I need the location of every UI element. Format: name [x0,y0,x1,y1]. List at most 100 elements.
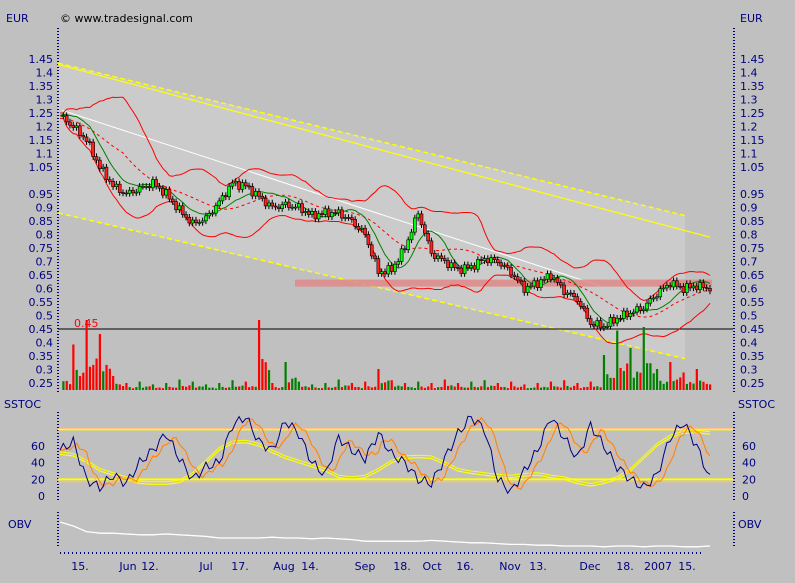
x-axis-tick [72,552,73,554]
right-price-axis [733,130,735,131]
x-axis-tick [500,552,501,554]
volume-bar [314,387,317,390]
right-price-axis [733,115,735,116]
x-axis-tick [376,552,377,554]
right-obv-axis [733,539,735,540]
x-axis-tick [64,552,65,554]
right-stoch-axis [733,445,735,446]
right-price-axis [733,211,735,212]
volume-bar [629,348,632,390]
volume-bar [340,387,344,390]
right-stoch-axis [733,499,735,500]
left-obv-axis [57,530,59,531]
left-price-axis [57,346,59,347]
volume-bar [705,383,708,390]
candle-body [655,296,659,299]
volume-bar [248,387,251,390]
x-axis-tick [324,552,325,554]
volume-bar [582,387,586,390]
volume-bar [191,381,194,390]
right-price-axis [733,295,735,296]
candle-body [509,266,513,276]
candle-body [114,183,119,187]
left-price-axis [57,259,59,260]
x-axis-tick [220,552,221,554]
right-price-axis [733,82,735,83]
candle-body [688,283,692,289]
x-tick-label: Oct [422,560,442,573]
right-price-axis [733,253,735,254]
candle-body [270,202,275,207]
right-price-axis [733,190,735,191]
candle-body [227,185,231,198]
x-axis-tick [488,552,489,554]
candle-body [519,279,523,282]
price-tick-label-right: 0.8 [740,229,758,242]
volume-bar [204,384,208,390]
price-tick-label-left: 1.05 [29,161,54,174]
volume-bar [297,381,300,390]
volume-bar [317,388,320,390]
right-price-axis [733,289,735,290]
right-stoch-axis [733,457,735,458]
volume-bar [115,383,118,390]
x-axis-tick [536,552,537,554]
x-axis-tick [92,552,93,554]
right-stoch-axis [733,478,735,479]
candle-body [393,263,397,272]
price-tick-label-right: 0.55 [740,296,765,309]
right-stoch-axis [733,418,735,419]
support-zone [295,279,712,287]
volume-bar [546,387,549,390]
right-price-axis [733,52,735,53]
stoch-tick-label-right: 0 [742,490,749,503]
volume-bar [486,387,490,390]
x-axis-tick [644,552,645,554]
candle-body [635,306,639,313]
candle-body [446,260,450,269]
x-axis-tick [240,552,241,554]
volume-bar [493,385,496,390]
left-price-axis [57,85,59,86]
volume-bar [334,386,337,390]
left-price-axis [57,55,59,56]
volume-bar [367,386,370,390]
right-price-axis [733,118,735,119]
left-stoch-axis [57,472,59,473]
x-axis-tick [672,552,673,554]
x-axis-tick [584,552,585,554]
x-axis-tick [112,552,113,554]
left-price-axis [57,304,59,305]
volume-bar [165,383,168,390]
volume-bar [221,386,224,390]
candle-body [625,310,629,318]
x-axis-tick [568,552,569,554]
x-axis-tick [352,552,353,554]
price-tick-label-right: 0.75 [740,242,765,255]
right-price-axis [733,256,735,257]
price-tick-label-left: 1.3 [36,94,54,107]
volume-bar [168,386,171,390]
left-price-axis [57,73,59,74]
right-obv-axis [733,521,735,522]
candle-body [502,265,507,267]
volume-bar [569,387,572,390]
x-axis-tick [408,552,409,554]
candle-body [379,271,384,274]
x-axis-tick [692,552,693,554]
volume-bar [238,386,241,390]
currency-label-right: EUR [740,12,763,25]
volume-bar [72,344,75,390]
x-axis-tick [360,552,361,554]
price-tick-label-left: 0.8 [36,229,54,242]
right-price-axis [733,229,735,230]
volume-bar [374,386,377,390]
candle-body [512,274,517,277]
left-price-axis [57,334,59,335]
candle-body [363,227,367,235]
left-stoch-axis [57,412,59,413]
volume-bar [158,387,161,390]
left-price-axis [57,298,59,299]
left-obv-axis [57,539,59,540]
